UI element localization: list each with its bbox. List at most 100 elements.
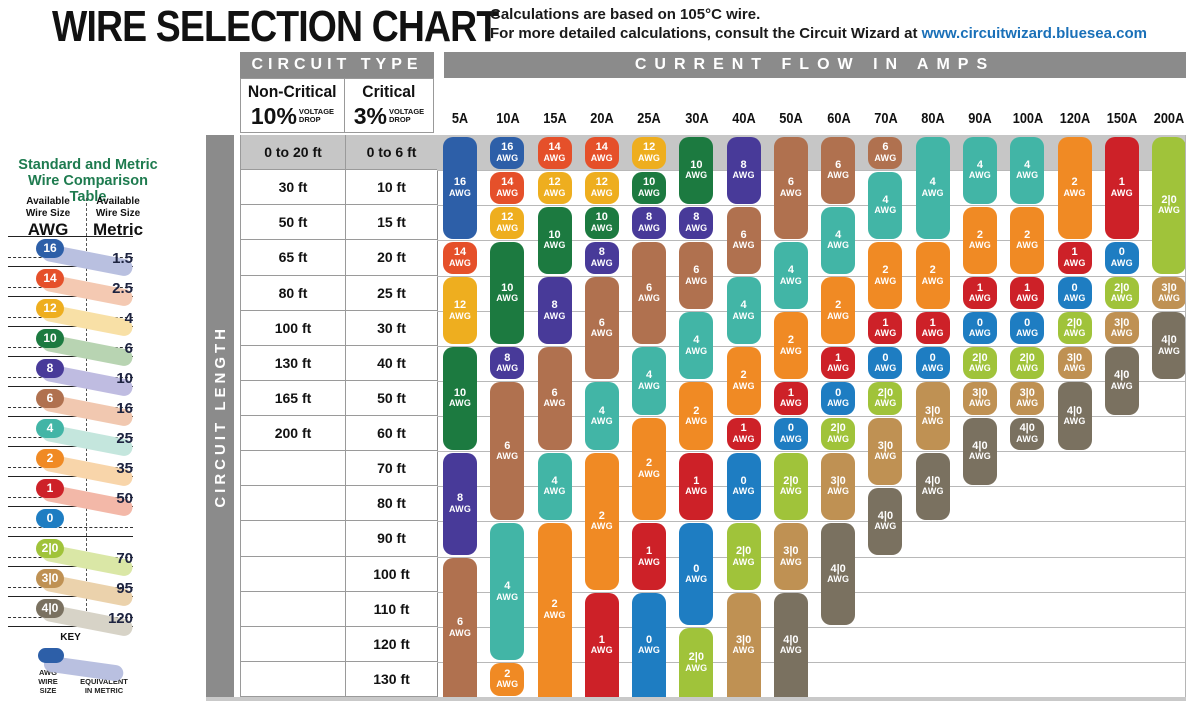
amp-column-header: 50A bbox=[779, 110, 803, 127]
wire-gauge-pill: 0 AWG bbox=[632, 593, 667, 697]
critical-length-cell: 20 ft bbox=[346, 240, 438, 276]
metric-size-value: 35 bbox=[116, 459, 133, 477]
page-title: WIRE SELECTION CHART bbox=[52, 2, 499, 51]
wire-gauge-pill: 0 AWG bbox=[726, 452, 761, 520]
non-critical-length-cell: 165 ft bbox=[241, 380, 346, 416]
wire-gauge-pill: 4|0 AWG bbox=[1152, 312, 1185, 380]
wire-gauge-pill: 10 AWG bbox=[679, 136, 714, 204]
non-critical-length-cell: 50 ft bbox=[241, 205, 346, 241]
circuit-wizard-link[interactable]: www.circuitwizard.bluesea.com bbox=[921, 24, 1147, 42]
metric-size-value: 2.5 bbox=[112, 279, 133, 297]
length-row: 120 ft bbox=[241, 626, 438, 662]
amp-column-header: 30A bbox=[685, 110, 709, 127]
wire-gauge-pill: 3|0 AWG bbox=[726, 593, 761, 697]
wire-gauge-pill: 6 AWG bbox=[632, 241, 667, 345]
length-row: 100 ft 30 ft bbox=[241, 310, 438, 346]
wire-gauge-pill: 0 AWG bbox=[1010, 312, 1045, 345]
critical-length-cell: 50 ft bbox=[346, 380, 438, 416]
comparison-row: 2 35 bbox=[8, 446, 134, 488]
grid-row-line bbox=[437, 345, 1185, 347]
wire-gauge-pill: 10 AWG bbox=[490, 241, 525, 345]
length-row: 70 ft bbox=[241, 451, 438, 487]
awg-size-pill: 12 bbox=[36, 298, 64, 318]
wire-gauge-pill: 1 AWG bbox=[632, 522, 667, 591]
wire-gauge-pill: 10 AWG bbox=[632, 171, 667, 204]
wire-gauge-pill: 14 AWG bbox=[490, 171, 525, 204]
wire-gauge-pill: 0 AWG bbox=[962, 312, 997, 345]
wire-gauge-pill: 2 AWG bbox=[1057, 136, 1092, 239]
critical-length-cell: 15 ft bbox=[346, 205, 438, 241]
grid-row-line bbox=[437, 591, 1185, 593]
critical-cell: Critical 3% VOLTAGE DROP bbox=[345, 79, 433, 132]
wire-gauge-pill: 3|0 AWG bbox=[962, 382, 997, 415]
wire-gauge-pill: 1 AWG bbox=[1104, 136, 1139, 239]
wire-gauge-pill: 4|0 AWG bbox=[821, 522, 856, 626]
subtitle-line2: For more detailed calculations, consult … bbox=[490, 24, 1147, 42]
wire-gauge-pill: 12 AWG bbox=[584, 171, 619, 204]
subtitle-line1: Calculations are based on 105°C wire. bbox=[490, 6, 761, 23]
wire-gauge-pill: 4|0 AWG bbox=[915, 452, 950, 520]
wire-gauge-pill: 3|0 AWG bbox=[1152, 277, 1185, 310]
wire-gauge-pill: 2|0 AWG bbox=[726, 522, 761, 591]
wire-gauge-pill: 8 AWG bbox=[632, 206, 667, 239]
amp-column-header: 60A bbox=[826, 110, 851, 127]
wire-gauge-pill: 2 AWG bbox=[584, 452, 619, 591]
critical-length-cell: 130 ft bbox=[346, 661, 438, 697]
grid-row-line bbox=[437, 486, 1185, 488]
non-critical-length-cell bbox=[241, 486, 346, 522]
critical-length-cell: 100 ft bbox=[346, 556, 438, 592]
wire-gauge-pill: 8 AWG bbox=[443, 452, 477, 555]
wire-gauge-pill: 4 AWG bbox=[632, 347, 667, 415]
wire-gauge-pill: 3|0 AWG bbox=[1057, 347, 1092, 380]
comparison-row: 1 50 bbox=[8, 476, 134, 518]
circuit-length-bar: CIRCUIT LENGTH bbox=[206, 135, 234, 697]
comparison-row: 4|0 120 bbox=[8, 596, 134, 638]
available-metric-header: Available Wire Size bbox=[95, 196, 141, 219]
grid-row-line bbox=[437, 205, 1185, 207]
wire-gauge-pill: 1 AWG bbox=[584, 593, 619, 697]
length-row: 80 ft bbox=[241, 486, 438, 522]
awg-unit-label: AWG bbox=[27, 220, 69, 239]
wire-gauge-pill: 2|0 AWG bbox=[1057, 312, 1092, 345]
dashed-line bbox=[8, 527, 133, 528]
comparison-row: 0 bbox=[8, 506, 133, 536]
wire-gauge-pill: 8 AWG bbox=[490, 347, 525, 380]
wire-comparison-sidebar: Standard and Metric Wire Comparison Tabl… bbox=[8, 157, 168, 714]
wire-gauge-pill: 4 AWG bbox=[584, 382, 619, 450]
wire-gauge-pill: 14 AWG bbox=[537, 136, 572, 169]
wire-gauge-pill: 2 AWG bbox=[868, 241, 903, 310]
awg-size-pill: 6 bbox=[36, 388, 64, 408]
table-bottom-border bbox=[206, 697, 1186, 701]
non-critical-length-cell bbox=[241, 521, 346, 557]
non-critical-length-cell bbox=[241, 591, 346, 627]
metric-size-value: 25 bbox=[116, 429, 133, 447]
wire-gauge-pill: 0 AWG bbox=[868, 347, 903, 380]
awg-size-pill: 2|0 bbox=[36, 538, 64, 558]
wire-gauge-pill: 8 AWG bbox=[584, 241, 619, 274]
grid-row-line bbox=[437, 310, 1185, 312]
wire-gauge-pill: 6 AWG bbox=[868, 136, 903, 169]
length-row: 30 ft 10 ft bbox=[241, 170, 438, 206]
metric-size-value: 10 bbox=[116, 369, 133, 387]
comparison-row: 12 4 bbox=[8, 296, 134, 338]
wire-gauge-pill: 2|0 AWG bbox=[821, 417, 856, 450]
wire-gauge-pill: 8 AWG bbox=[537, 277, 572, 345]
amp-column-header: 10A bbox=[495, 110, 520, 127]
wire-gauge-pill: 0 AWG bbox=[915, 347, 950, 380]
wire-gauge-pill: 4|0 AWG bbox=[962, 417, 997, 485]
wire-gauge-pill: 4|0 AWG bbox=[868, 487, 903, 555]
amp-column-header: 5A bbox=[452, 110, 469, 127]
wire-gauge-pill: 3|0 AWG bbox=[1010, 382, 1045, 415]
length-row: 110 ft bbox=[241, 591, 438, 627]
metric-size-value: 95 bbox=[116, 579, 133, 597]
comparison-row: 2|0 70 bbox=[8, 536, 134, 578]
critical-length-cell: 10 ft bbox=[346, 170, 438, 206]
wire-gauge-pill: 6 AWG bbox=[726, 206, 761, 274]
non-critical-length-cell: 0 to 20 ft bbox=[241, 135, 346, 171]
comparison-row: 3|0 95 bbox=[8, 566, 134, 608]
wire-gauge-pill: 0 AWG bbox=[1057, 277, 1092, 310]
grid-row-line bbox=[437, 170, 1185, 172]
critical-voltage-drop: VOLTAGE DROP bbox=[389, 106, 425, 124]
wire-gauge-pill: 14 AWG bbox=[584, 136, 619, 169]
wire-gauge-pill: 4 AWG bbox=[490, 522, 525, 661]
